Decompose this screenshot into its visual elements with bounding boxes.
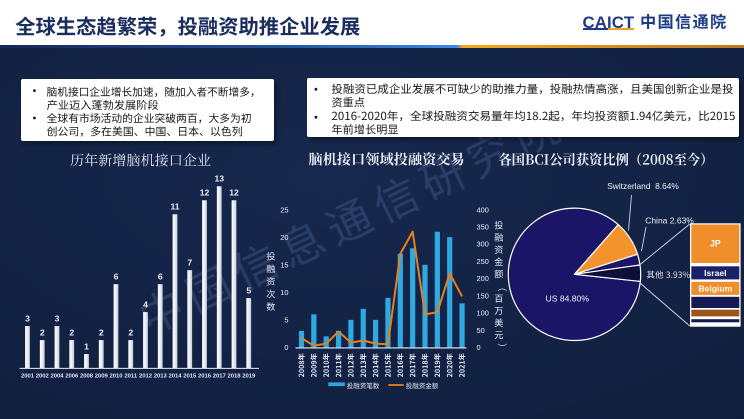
svg-text:2015: 2015 [183,373,197,379]
svg-text:2002: 2002 [36,373,50,379]
svg-text:2004: 2004 [50,373,64,379]
svg-text:2018: 2018 [227,373,241,379]
svg-text:Israel: Israel [704,268,726,278]
svg-text:2006: 2006 [65,373,79,379]
svg-text:Belgium: Belgium [698,283,732,293]
svg-text:2: 2 [40,327,45,337]
svg-text:11: 11 [170,202,179,212]
svg-text:5: 5 [284,315,288,324]
svg-text:10: 10 [280,288,288,297]
svg-text:2: 2 [69,327,74,337]
svg-text:China 2.63%: China 2.63% [645,216,694,226]
svg-text:2019: 2019 [242,373,256,379]
svg-text:300: 300 [477,240,489,249]
svg-text:2: 2 [99,327,104,337]
svg-text:2011: 2011 [124,373,138,379]
svg-text:250: 250 [477,257,489,266]
svg-text:2012: 2012 [139,373,153,379]
svg-text:2009: 2009 [95,373,109,379]
svg-text:200: 200 [477,274,489,283]
svg-text:2001: 2001 [21,373,35,379]
svg-text:6: 6 [158,272,163,282]
svg-text:15: 15 [280,260,288,269]
svg-text:US 84.80%: US 84.80% [546,294,590,304]
svg-text:1: 1 [84,341,89,351]
svg-text:Switzerland 8.64%: Switzerland 8.64% [607,181,679,191]
svg-text:3: 3 [25,313,30,323]
svg-text:13: 13 [214,174,224,184]
svg-text:JP: JP [710,239,721,249]
svg-text:7: 7 [187,258,192,268]
svg-text:2008: 2008 [80,373,94,379]
svg-text:400: 400 [477,205,489,214]
svg-text:12: 12 [229,188,239,198]
svg-text:0: 0 [284,343,288,352]
svg-text:6: 6 [114,272,119,282]
svg-text:12: 12 [200,188,210,198]
svg-text:2014: 2014 [168,373,182,379]
svg-text:100: 100 [477,309,489,318]
svg-text:350: 350 [477,223,489,232]
svg-text:50: 50 [477,326,485,335]
svg-text:150: 150 [477,291,489,300]
svg-text:0: 0 [477,343,481,352]
svg-text:2017: 2017 [213,373,227,379]
svg-text:3: 3 [55,313,60,323]
svg-text:20: 20 [280,233,288,242]
svg-text:2013: 2013 [154,373,168,379]
svg-text:25: 25 [280,205,288,214]
svg-text:5: 5 [246,286,251,296]
svg-text:2: 2 [128,327,133,337]
svg-text:2016: 2016 [198,373,212,379]
svg-text:2010: 2010 [109,373,123,379]
svg-text:4: 4 [143,299,148,309]
